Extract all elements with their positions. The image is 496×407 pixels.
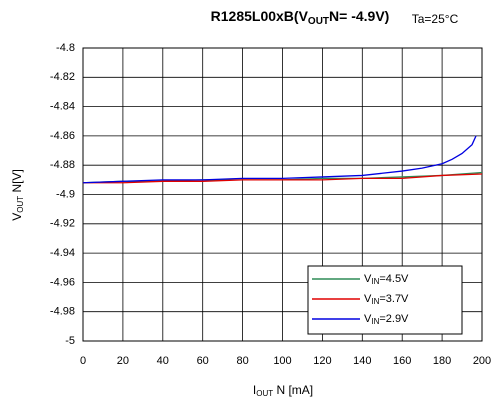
legend-part: =3.7V <box>379 293 409 305</box>
x-tick-label: 140 <box>353 355 371 367</box>
label-part: V <box>10 213 24 221</box>
x-tick-label: 40 <box>157 355 169 367</box>
x-tick-label: 80 <box>236 355 248 367</box>
legend-sub: IN <box>371 277 379 286</box>
legend-part: V <box>364 273 372 285</box>
label-part: I <box>253 383 256 397</box>
legend-part: =4.5V <box>379 273 409 285</box>
y-tick-label: -4.86 <box>50 130 75 142</box>
title-sub: OUT <box>308 16 329 27</box>
legend-label: VIN=2.9V <box>364 313 409 326</box>
series-line <box>83 173 483 184</box>
x-tick-label: 160 <box>393 355 411 367</box>
y-tick-label: -4.98 <box>50 306 75 318</box>
x-tick-label: 20 <box>117 355 129 367</box>
x-axis-label: IOUT N [mA] <box>253 383 313 398</box>
legend-part: V <box>364 313 372 325</box>
x-tick-label: 60 <box>197 355 209 367</box>
label-sub: OUT <box>16 196 25 213</box>
y-tick-label: -4.94 <box>50 247 75 259</box>
y-tick-label: -4.9 <box>56 188 75 200</box>
legend-sub: IN <box>371 317 379 326</box>
legend-label: VIN=4.5V <box>364 273 409 286</box>
chart-title: R1285L00xB(VOUTN= -4.9V) <box>211 8 390 27</box>
label-part: N [mA] <box>273 383 313 397</box>
series-line <box>82 135 477 184</box>
label-part: N[V] <box>10 169 24 196</box>
y-tick-label: -4.82 <box>50 71 75 83</box>
legend-part: =2.9V <box>379 313 409 325</box>
y-tick-label: -4.92 <box>50 218 75 230</box>
x-tick-label: 200 <box>473 355 491 367</box>
y-tick-label: -5 <box>65 335 75 347</box>
plot-frame <box>82 47 483 342</box>
x-tick-label: 180 <box>433 355 451 367</box>
annotation: Ta=25°C <box>412 12 459 26</box>
y-axis-label: VOUT N[V] <box>10 169 25 221</box>
y-tick-label: -4.8 <box>56 42 75 54</box>
label-sub: OUT <box>256 389 273 398</box>
y-tick-label: -4.88 <box>50 159 75 171</box>
x-tick-label: 0 <box>80 355 86 367</box>
legend-box <box>307 265 463 335</box>
legend-label: VIN=3.7V <box>364 293 409 306</box>
y-tick-label: -4.84 <box>50 101 75 113</box>
x-tick-label: 100 <box>273 355 291 367</box>
legend-sub: IN <box>371 297 379 306</box>
title-part: N= -4.9V) <box>329 8 389 24</box>
x-tick-label: 120 <box>313 355 331 367</box>
legend-part: V <box>364 293 372 305</box>
title-part: R1285L00xB(V <box>211 8 309 24</box>
y-tick-label: -4.96 <box>50 276 75 288</box>
